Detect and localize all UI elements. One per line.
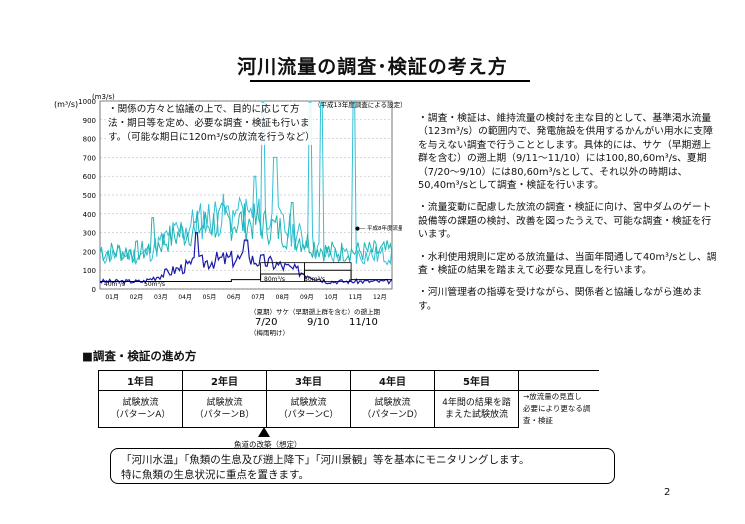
explanation-column: ・調査・検証は、維持流量の検討を主な目的として、基準渇水流量（123m³/s）の… bbox=[418, 112, 718, 322]
x-tick-label: 05月 bbox=[203, 294, 217, 301]
inline-label-50: 50m³/s bbox=[144, 281, 165, 288]
date-label-0910: 9/10 bbox=[307, 317, 329, 328]
bracket-caption: （夏期）サケ（早期遡上群を含む）の遡上期 bbox=[250, 307, 381, 316]
explanation-1: ・調査・検証は、維持流量の検討を主な目的として、基準渇水流量（123m³/s）の… bbox=[418, 113, 713, 192]
monitoring-line-1: 「河川水温」「魚類の生息及び遡上降下」「河川景観」等を基本にモニタリングします。 bbox=[121, 454, 530, 466]
x-tick-label: 12月 bbox=[373, 294, 387, 301]
date-label-0720: 7/20 bbox=[255, 317, 277, 328]
inline-label-40: 40m³/s bbox=[104, 281, 125, 288]
schedule-heading: ■調査・検証の進め方 bbox=[82, 349, 197, 363]
chart-top-note: （平成13年度調査による設定） bbox=[314, 100, 402, 109]
date-sub-label: （梅雨明け） bbox=[250, 328, 289, 337]
y-tick-label: 100 bbox=[83, 267, 96, 275]
y-tick-label: 300 bbox=[83, 230, 96, 238]
monitoring-note: 「河川水温」「魚類の生息及び遡上降下」「河川景観」等を基本にモニタリングします。… bbox=[110, 448, 615, 484]
x-tick-label: 06月 bbox=[227, 294, 241, 301]
year-4: 4年目 bbox=[350, 370, 435, 391]
plan-3: 試験放流 （パターンC） bbox=[266, 390, 351, 428]
y-tick-label: 400 bbox=[83, 211, 96, 219]
x-tick-label: 09月 bbox=[300, 294, 314, 301]
plan-2: 試験放流 （パターンB） bbox=[182, 390, 267, 428]
schedule-table: 1年目 2年目 3年目 4年目 5年目 試験放流 （パターンA） 試験放流 （パター… bbox=[98, 370, 599, 428]
y-tick-label: 800 bbox=[83, 136, 96, 144]
series-line-cyan bbox=[99, 202, 393, 264]
plan-after: →放流量の見直し 必要により更なる調査・検証 bbox=[523, 392, 591, 425]
x-tick-label: 08月 bbox=[276, 294, 290, 301]
page-number: 2 bbox=[664, 487, 671, 498]
x-tick-label: 03月 bbox=[154, 294, 168, 301]
explanation-4: ・河川管理者の指導を受けながら、関係者と協議しながら進めます。 bbox=[418, 287, 703, 312]
plan-1: 試験放流 （パターンA） bbox=[98, 390, 183, 428]
explanation-2: ・流量変動に配慮した放流の調査・検証に向け、宮中ダムのゲート設備等の課題の検討、… bbox=[418, 202, 712, 241]
x-tick-label: 11月 bbox=[349, 294, 363, 301]
page-title: 河川流量の調査･検証の考え方 bbox=[237, 56, 508, 78]
milestone-triangle-icon bbox=[258, 427, 270, 437]
y-tick-label: 600 bbox=[83, 173, 96, 181]
plan-4: 試験放流 （パターンD） bbox=[350, 390, 435, 428]
year-3: 3年目 bbox=[266, 370, 351, 391]
explanation-3: ・水利使用規則に定める放流量は、当面年間通して40m³/sとし、調査・検証の結果… bbox=[418, 251, 717, 277]
unit-label-top: (m3/s) bbox=[92, 93, 115, 101]
x-tick-label: 02月 bbox=[130, 294, 144, 301]
title-underline bbox=[250, 80, 530, 82]
year-2: 2年目 bbox=[182, 370, 267, 391]
x-tick-label: 04月 bbox=[178, 294, 192, 301]
y-tick-label: 700 bbox=[83, 154, 96, 162]
legend-label: ●― 平成8年度流量 bbox=[355, 224, 402, 232]
y-tick-label: 1000 bbox=[78, 98, 96, 106]
monitoring-line-2: 特に魚類の生息状況に重点を置きます。 bbox=[121, 469, 309, 481]
period-bracket bbox=[303, 262, 352, 282]
series-line-blue bbox=[99, 232, 393, 286]
unit-label-left: (m³/s) bbox=[54, 100, 78, 109]
y-tick-label: 500 bbox=[83, 192, 96, 200]
y-tick-label: 900 bbox=[83, 117, 96, 125]
y-tick-label: 0 bbox=[92, 286, 96, 294]
chart-note: ・関係の方々と協議の上で、目的に応じて方法・期日等を定め、必要な調査・検証も行い… bbox=[108, 103, 315, 145]
inline-label-80a: 80m³/s bbox=[264, 276, 285, 283]
year-5: 5年目 bbox=[434, 370, 519, 391]
x-axis: 01月 02月 03月 04月 05月 06月 07月 08月 09月 10月 11月 12月 bbox=[105, 294, 386, 301]
x-tick-label: 01月 bbox=[105, 294, 119, 301]
x-tick-label: 10月 bbox=[324, 294, 338, 301]
y-tick-label: 200 bbox=[83, 248, 96, 256]
x-tick-label: 07月 bbox=[251, 294, 265, 301]
date-label-1110: 11/10 bbox=[349, 317, 378, 328]
plan-5: 4年間の結果を踏 まえた試験放流 bbox=[434, 390, 519, 428]
year-1: 1年目 bbox=[98, 370, 183, 391]
milestone-label: 魚道の改築（想定） bbox=[234, 440, 302, 449]
inline-label-80b: 80m³/s bbox=[304, 276, 325, 283]
